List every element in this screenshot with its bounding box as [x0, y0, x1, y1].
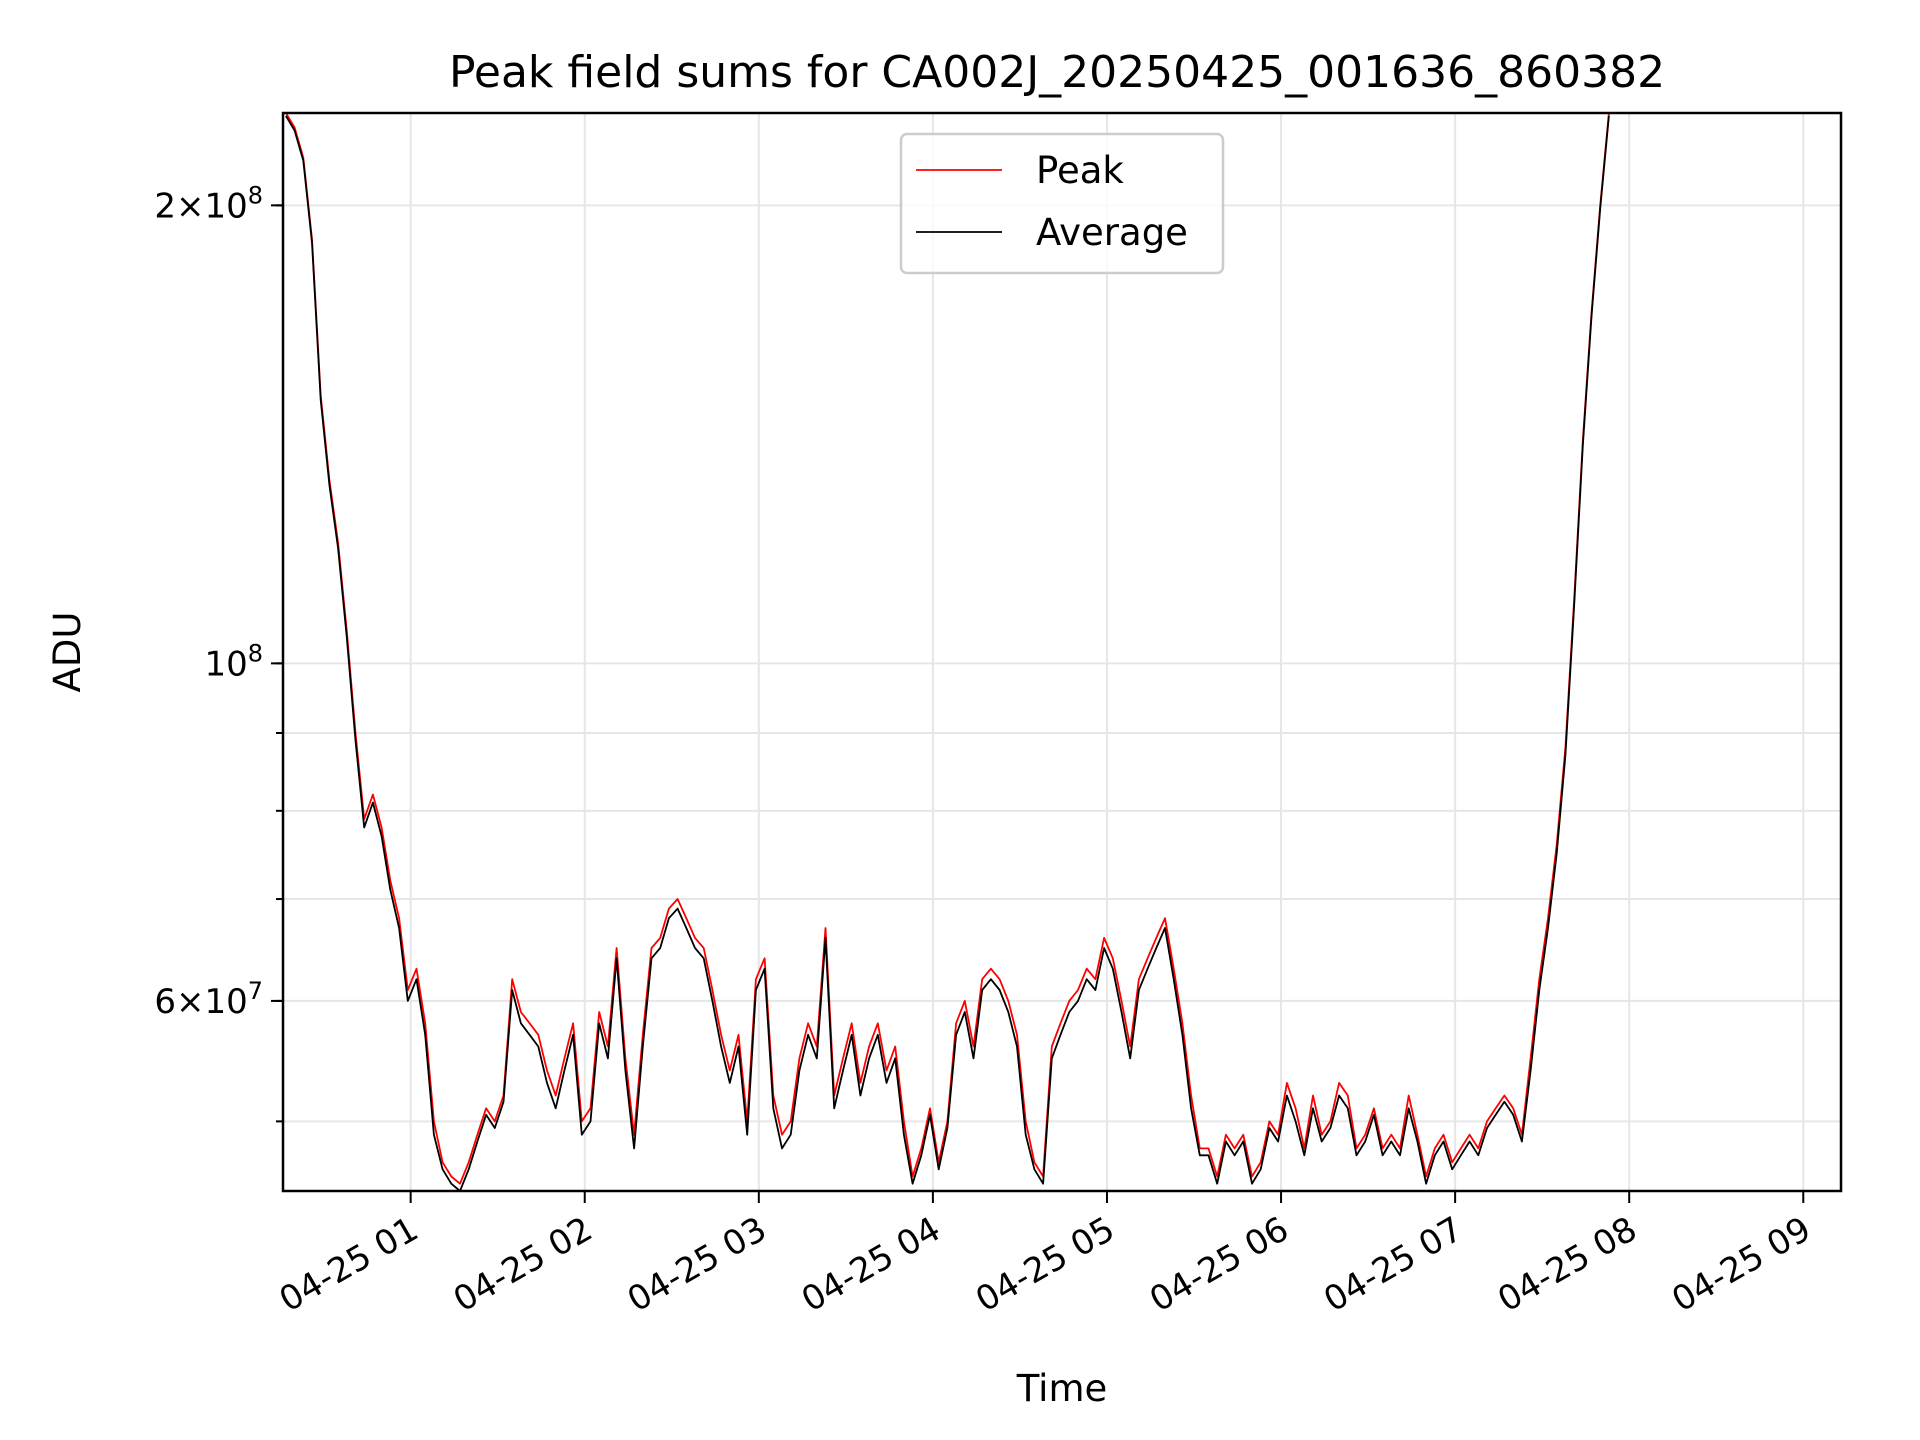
grid-lines	[283, 113, 1841, 1191]
legend: Peak Average	[899, 132, 1225, 275]
chart-title: Peak field sums for CA002J_20250425_0016…	[449, 47, 1665, 98]
legend-label-average: Average	[1036, 211, 1188, 254]
y-axis-label: ADU	[46, 612, 89, 693]
series-line-average	[285, 115, 1610, 1192]
legend-box	[899, 132, 1225, 275]
y-axis: 2×108 108 6×107	[154, 181, 283, 1123]
x-axis-label: Time	[1016, 1367, 1108, 1410]
legend-label-peak: Peak	[1036, 149, 1124, 192]
plot-frame	[281, 111, 1843, 1193]
y-tick-label: 108	[204, 639, 263, 684]
y-tick-label: 6×107	[154, 977, 263, 1022]
y-tick-label: 2×108	[154, 181, 263, 226]
series-lines	[285, 112, 1610, 1192]
